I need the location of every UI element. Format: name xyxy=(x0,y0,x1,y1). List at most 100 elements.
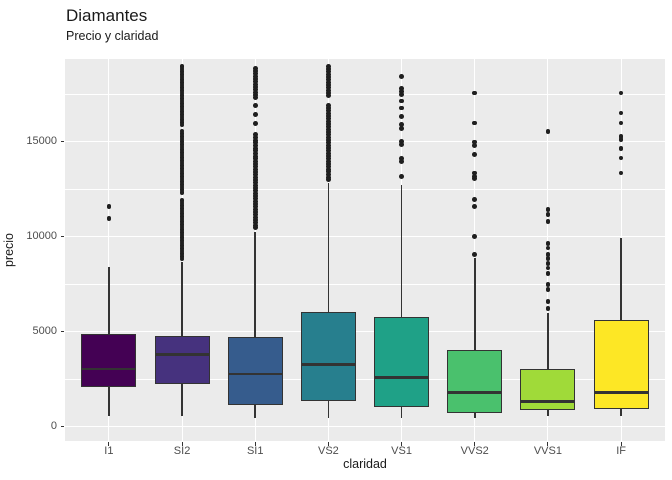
outlier-dot xyxy=(252,220,258,226)
x-tick-label: VVS1 xyxy=(533,445,562,457)
outlier-dot xyxy=(179,216,185,222)
outlier-dot xyxy=(179,109,185,115)
outlier-dot xyxy=(326,85,331,91)
gridline-vertical xyxy=(108,59,110,441)
outlier-dot xyxy=(179,256,185,262)
outlier-dot xyxy=(179,98,185,104)
gridline-major xyxy=(65,425,665,428)
median-line xyxy=(227,372,283,376)
outlier-dot xyxy=(326,66,331,72)
outlier-dot xyxy=(179,251,185,256)
x-tick-label: SI1 xyxy=(246,445,264,457)
outlier-dot xyxy=(252,206,258,212)
whisker-line xyxy=(254,231,256,419)
outlier-dot xyxy=(326,148,331,153)
outlier-dot xyxy=(399,73,404,79)
outlier-dot xyxy=(618,170,624,176)
outlier-dot xyxy=(399,174,404,179)
outlier-dot xyxy=(326,74,331,80)
x-tick-mark xyxy=(327,442,329,446)
x-tick-mark xyxy=(254,442,256,446)
outlier-dot xyxy=(179,168,185,174)
outlier-dot xyxy=(179,93,185,99)
outlier-dot xyxy=(252,156,258,162)
outlier-dot xyxy=(472,152,478,158)
outlier-dot xyxy=(179,122,185,128)
outlier-dot xyxy=(179,101,185,107)
outlier-dot xyxy=(252,172,258,178)
outlier-dot xyxy=(252,73,258,79)
outlier-dot xyxy=(252,135,258,140)
outlier-dot xyxy=(252,112,258,117)
outlier-dot xyxy=(618,137,624,142)
outlier-dot xyxy=(179,103,185,109)
outlier-dot xyxy=(179,179,185,184)
outlier-dot xyxy=(326,79,331,85)
box-si1 xyxy=(227,336,283,405)
outlier-dot xyxy=(179,200,185,206)
median-line xyxy=(81,367,137,371)
box-vs1 xyxy=(374,316,430,407)
outlier-dot xyxy=(179,74,185,80)
whisker-line xyxy=(327,183,330,419)
outlier-dot xyxy=(179,171,185,176)
box-i1 xyxy=(81,333,137,388)
outlier-dot xyxy=(179,165,185,171)
outlier-dot xyxy=(252,188,258,194)
y-tick-mark xyxy=(60,330,64,333)
outlier-dot xyxy=(252,137,258,143)
outlier-dot xyxy=(252,145,258,151)
outlier-dot xyxy=(179,160,185,166)
outlier-dot xyxy=(399,139,404,144)
outlier-dot xyxy=(252,68,258,74)
outlier-dot xyxy=(252,143,258,148)
outlier-dot xyxy=(179,155,185,161)
gridline-major xyxy=(65,235,665,238)
outlier-dot xyxy=(252,164,258,170)
outlier-dot xyxy=(252,89,258,95)
x-axis-title: claridad xyxy=(343,457,387,471)
y-tick-label: 0 xyxy=(50,420,57,433)
outlier-dot xyxy=(179,147,185,153)
panel xyxy=(65,59,665,441)
outlier-dot xyxy=(252,190,258,196)
plot-subtitle: Precio y claridad xyxy=(66,29,159,43)
outlier-dot xyxy=(326,137,331,143)
y-tick-mark xyxy=(60,235,64,238)
median-line xyxy=(300,362,356,366)
outlier-dot xyxy=(326,121,331,127)
outlier-dot xyxy=(472,234,478,239)
outlier-dot xyxy=(326,164,331,169)
outlier-dot xyxy=(326,124,331,130)
outlier-dot xyxy=(399,159,404,164)
y-axis-title: precio xyxy=(2,232,16,268)
x-tick-mark xyxy=(620,442,622,446)
outlier-dot xyxy=(252,167,258,172)
median-line xyxy=(154,352,210,356)
outlier-dot xyxy=(252,102,258,108)
y-tick-mark xyxy=(60,426,64,428)
outlier-dot xyxy=(252,81,258,87)
outlier-dot xyxy=(545,287,551,293)
outlier-dot xyxy=(545,252,551,258)
outlier-dot xyxy=(252,177,258,183)
outlier-dot xyxy=(326,105,331,111)
outlier-dot xyxy=(472,90,478,96)
outlier-dot xyxy=(326,177,331,182)
outlier-dot xyxy=(252,153,258,159)
box-if xyxy=(593,319,649,409)
outlier-dot xyxy=(252,71,258,77)
outlier-dot xyxy=(252,198,258,204)
outlier-dot xyxy=(399,122,404,128)
outlier-dot xyxy=(252,87,258,92)
outlier-dot xyxy=(179,131,185,137)
outlier-dot xyxy=(326,153,331,159)
gridline-minor xyxy=(65,93,665,95)
outlier-dot xyxy=(252,151,258,156)
outlier-dot xyxy=(179,232,185,238)
outlier-dot xyxy=(326,82,331,88)
outlier-dot xyxy=(252,161,258,167)
outlier-dot xyxy=(326,145,331,151)
outlier-dot xyxy=(545,270,551,276)
outlier-dot xyxy=(326,161,331,167)
